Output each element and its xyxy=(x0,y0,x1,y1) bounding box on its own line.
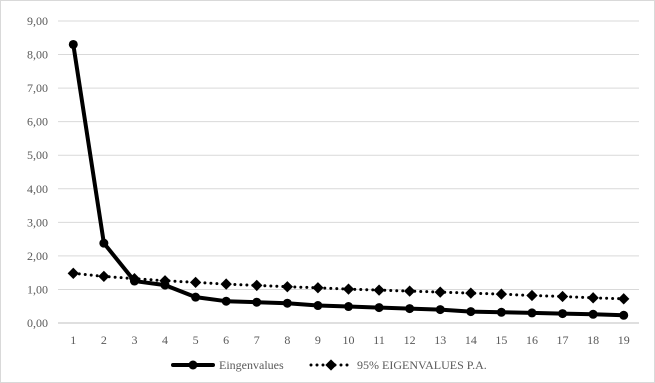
y-tick-label: 7,00 xyxy=(27,81,48,95)
x-tick-label: 2 xyxy=(101,333,107,347)
data-point-eigenvalues xyxy=(99,238,109,248)
legend-label-pa: 95% EIGENVALUES P.A. xyxy=(357,358,487,372)
data-point-pa xyxy=(67,267,79,279)
data-point-pa xyxy=(281,281,293,293)
data-point-eigenvalues xyxy=(527,308,537,318)
data-point-eigenvalues xyxy=(68,39,78,49)
data-point-eigenvalues xyxy=(558,309,568,319)
series-line-eigenvalues xyxy=(71,42,626,318)
data-point-pa xyxy=(220,278,232,290)
y-tick-label: 0,00 xyxy=(27,316,48,330)
data-point-eigenvalues xyxy=(252,297,262,307)
data-point-eigenvalues xyxy=(405,304,415,314)
data-point-eigenvalues xyxy=(282,298,292,308)
y-tick-label: 3,00 xyxy=(27,215,48,229)
x-axis-tick-labels: 1 2 3 4 5 6 7 8 9 10 11 12 13 14 15 16 17 18 19 xyxy=(70,333,629,347)
x-tick-label: 16 xyxy=(526,333,538,347)
legend-marker-pa xyxy=(325,359,337,371)
x-tick-label: 15 xyxy=(495,333,507,347)
data-point-pa xyxy=(404,285,416,297)
data-point-pa xyxy=(526,289,538,302)
gridlines xyxy=(58,20,639,324)
data-point-eigenvalues xyxy=(588,309,598,319)
x-tick-label: 9 xyxy=(315,333,321,347)
data-point-pa xyxy=(128,273,141,285)
data-point-pa xyxy=(587,292,599,304)
y-tick-label: 9,00 xyxy=(27,14,48,28)
x-tick-label: 14 xyxy=(465,333,477,347)
y-tick-label: 6,00 xyxy=(27,115,48,129)
legend-label-eigenvalues: Eingenvalues xyxy=(219,358,284,372)
x-tick-label: 3 xyxy=(131,333,137,347)
data-point-pa xyxy=(159,275,171,287)
data-point-eigenvalues xyxy=(466,307,476,317)
data-point-pa xyxy=(556,290,569,303)
data-point-pa xyxy=(465,287,477,299)
y-tick-label: 8,00 xyxy=(27,48,48,62)
y-tick-label: 4,00 xyxy=(27,182,48,196)
y-tick-label: 2,00 xyxy=(27,249,48,263)
data-point-eigenvalues xyxy=(344,302,353,312)
series-lines xyxy=(67,39,630,320)
data-point-eigenvalues xyxy=(619,310,629,320)
data-point-pa xyxy=(495,288,508,300)
x-tick-label: 13 xyxy=(434,333,446,347)
x-tick-label: 8 xyxy=(284,333,290,347)
data-point-pa xyxy=(98,270,110,283)
data-point-eigenvalues xyxy=(435,305,445,315)
x-tick-label: 12 xyxy=(404,333,416,347)
data-point-eigenvalues xyxy=(496,307,506,317)
x-tick-label: 1 xyxy=(70,333,76,347)
x-tick-label: 7 xyxy=(254,333,260,347)
x-tick-label: 11 xyxy=(373,333,385,347)
y-tick-label: 5,00 xyxy=(27,148,48,162)
x-tick-label: 19 xyxy=(618,333,630,347)
data-point-eigenvalues xyxy=(313,301,323,311)
y-tick-label: 1,00 xyxy=(27,282,48,296)
legend: Eingenvalues 95% EIGENVALUES P.A. xyxy=(171,358,487,372)
data-point-pa xyxy=(434,286,446,298)
x-tick-label: 17 xyxy=(557,333,569,347)
data-point-pa xyxy=(189,276,202,289)
data-point-pa xyxy=(312,282,324,294)
legend-marker-eigenvalues xyxy=(188,360,198,370)
x-tick-label: 4 xyxy=(162,333,168,347)
x-tick-label: 6 xyxy=(223,333,229,347)
data-point-eigenvalues xyxy=(221,296,231,306)
data-point-eigenvalues xyxy=(191,292,201,302)
data-point-pa xyxy=(618,293,630,305)
data-point-eigenvalues xyxy=(374,303,384,313)
x-tick-label: 18 xyxy=(587,333,599,347)
data-point-pa xyxy=(251,279,263,292)
data-point-pa xyxy=(342,283,355,295)
data-point-pa xyxy=(373,284,385,296)
y-axis-tick-labels: 0,00 1,00 2,00 3,00 4,00 5,00 6,00 7,00 8,00 9,00 xyxy=(27,14,48,330)
x-tick-label: 10 xyxy=(343,333,355,347)
x-tick-label: 5 xyxy=(193,333,199,347)
